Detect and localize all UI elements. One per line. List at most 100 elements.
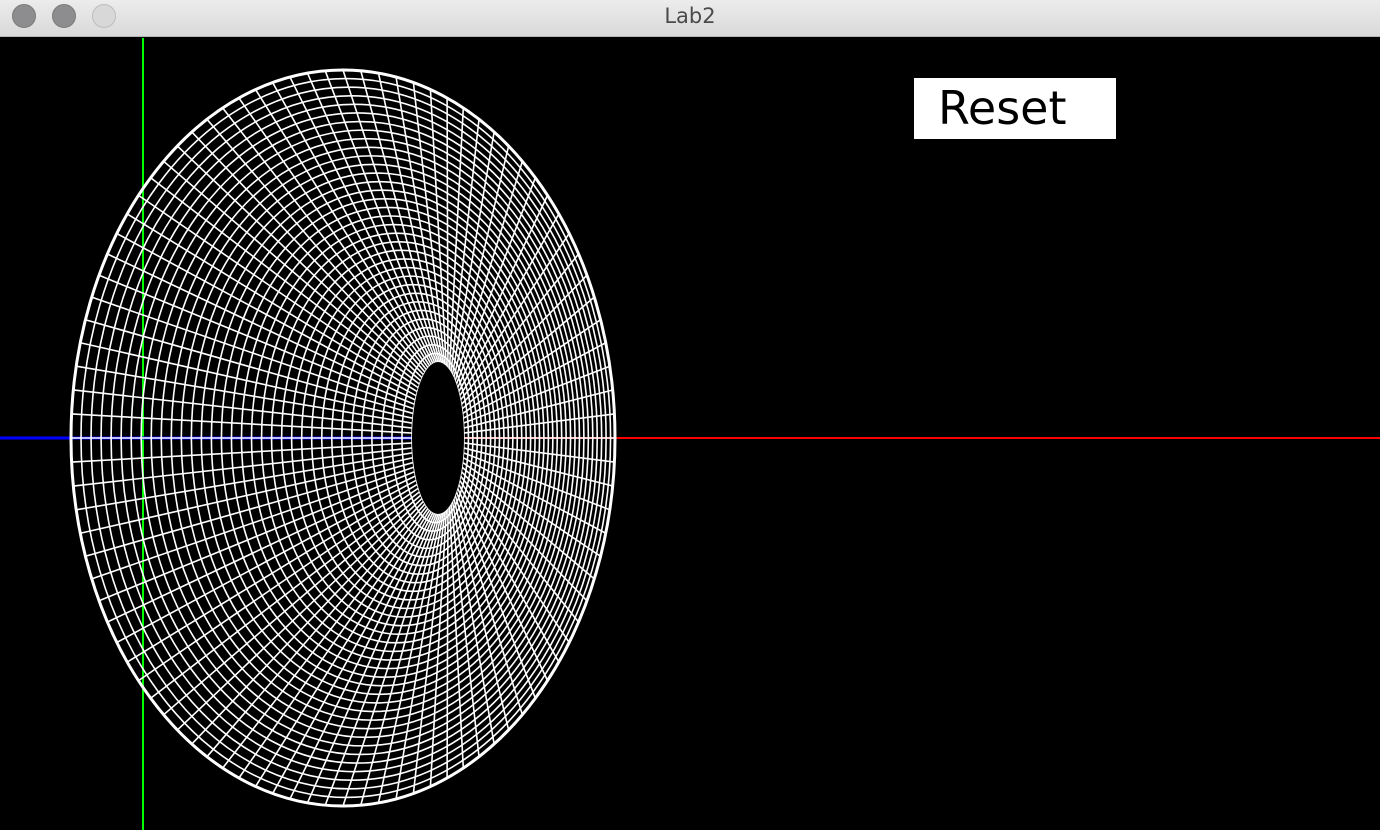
mesh-spoke <box>463 365 611 424</box>
mesh-spoke <box>98 274 415 406</box>
mesh-spoke <box>138 194 419 389</box>
mesh-spoke <box>455 177 537 385</box>
mesh-spoke <box>360 513 441 806</box>
mesh-spoke <box>360 70 441 363</box>
mesh-spoke <box>459 475 580 623</box>
mesh-spoke <box>107 253 416 401</box>
mesh-spoke <box>461 466 595 580</box>
mesh-spoke <box>462 461 602 557</box>
mesh-spoke <box>451 501 495 745</box>
mesh-spoke <box>91 296 415 410</box>
mesh-spoke <box>446 508 449 778</box>
mesh-spoke <box>462 319 602 415</box>
mesh-spoke <box>222 505 428 769</box>
mesh-spoke <box>163 160 422 382</box>
scene-svg <box>0 38 1380 830</box>
mesh-spoke <box>126 213 418 393</box>
mesh-spoke <box>71 413 413 434</box>
mesh-spoke <box>116 479 417 644</box>
mesh-spoke <box>458 233 570 397</box>
mesh-spoke <box>462 342 607 420</box>
mesh-spoke <box>463 413 615 434</box>
mesh-spoke <box>460 274 588 405</box>
mesh-spoke <box>460 471 588 602</box>
mesh-spoke <box>85 318 414 415</box>
mesh-spoke <box>453 145 510 378</box>
mesh-spoke <box>456 487 549 681</box>
mesh-spoke <box>176 145 423 379</box>
mesh-spoke <box>138 487 419 682</box>
mesh-spoke <box>116 232 417 397</box>
mesh-spoke <box>71 442 413 463</box>
mesh-spoke <box>342 69 439 363</box>
mesh-spoke <box>191 131 425 376</box>
mesh-spoke <box>458 479 570 643</box>
mesh-spoke <box>76 365 413 424</box>
mesh-spoke <box>206 118 426 373</box>
mesh-spoke <box>222 107 428 371</box>
mesh-spoke <box>448 107 465 370</box>
mesh-spoke <box>150 491 421 699</box>
mesh-spoke <box>271 511 432 794</box>
mesh-spoke <box>73 389 413 429</box>
mesh-spoke <box>457 213 560 393</box>
mesh-spoke <box>289 76 434 364</box>
mesh-spoke <box>206 503 426 758</box>
mesh-spoke <box>150 177 421 385</box>
torus-mesh <box>69 68 617 808</box>
mesh-spoke <box>462 456 607 534</box>
mesh-spoke <box>238 97 429 369</box>
mesh-spoke <box>453 498 510 731</box>
mesh-spoke <box>463 452 611 511</box>
mesh-spoke <box>377 513 443 804</box>
mesh-spoke <box>412 82 446 365</box>
mesh-spoke <box>271 82 432 365</box>
mesh-spoke <box>463 442 615 463</box>
mesh-spoke <box>289 512 434 800</box>
minimize-window-button[interactable] <box>52 4 76 28</box>
mesh-spoke <box>448 506 465 769</box>
mesh-spoke <box>395 76 444 364</box>
mesh-spoke <box>80 341 414 420</box>
zoom-window-button[interactable] <box>92 4 116 28</box>
mesh-spoke <box>446 98 449 368</box>
title-bar[interactable]: Lab2 <box>0 0 1380 37</box>
mesh-spoke <box>457 483 560 663</box>
mesh-spoke <box>463 389 613 429</box>
torus-hole <box>412 362 464 514</box>
mesh-spoke <box>85 461 414 558</box>
mesh-spoke <box>107 475 416 623</box>
mesh-spoke <box>450 503 480 757</box>
mesh-spoke <box>98 470 415 602</box>
mesh-spoke <box>306 513 436 804</box>
mesh-spoke <box>342 513 439 807</box>
mesh-spoke <box>191 500 425 745</box>
gl-canvas[interactable]: Reset <box>0 38 1380 830</box>
reset-button[interactable]: Reset <box>914 78 1116 139</box>
mesh-spoke <box>429 509 448 787</box>
mesh-spoke <box>463 447 613 487</box>
mesh-spoke <box>456 195 549 389</box>
mesh-spoke <box>429 89 448 367</box>
mesh-spoke <box>254 89 431 367</box>
mesh-spoke <box>80 456 414 535</box>
mesh-spoke <box>454 494 524 715</box>
mesh-spoke <box>461 296 595 410</box>
mesh-spoke <box>451 131 495 375</box>
mesh-spoke <box>324 513 438 806</box>
mesh-spoke <box>454 161 524 382</box>
mesh-spoke <box>459 253 580 401</box>
mesh-spoke <box>324 70 438 363</box>
window-title: Lab2 <box>664 4 716 28</box>
mesh-spoke <box>76 452 413 511</box>
mesh-spoke <box>395 512 444 800</box>
mesh-spoke <box>412 511 446 794</box>
mesh-spoke <box>73 447 413 487</box>
mesh-spoke <box>176 497 423 731</box>
mesh-spoke <box>254 509 431 787</box>
mesh-spoke <box>238 507 429 779</box>
mesh-spoke <box>91 466 415 580</box>
close-window-button[interactable] <box>12 4 36 28</box>
mesh-spoke <box>306 72 436 363</box>
